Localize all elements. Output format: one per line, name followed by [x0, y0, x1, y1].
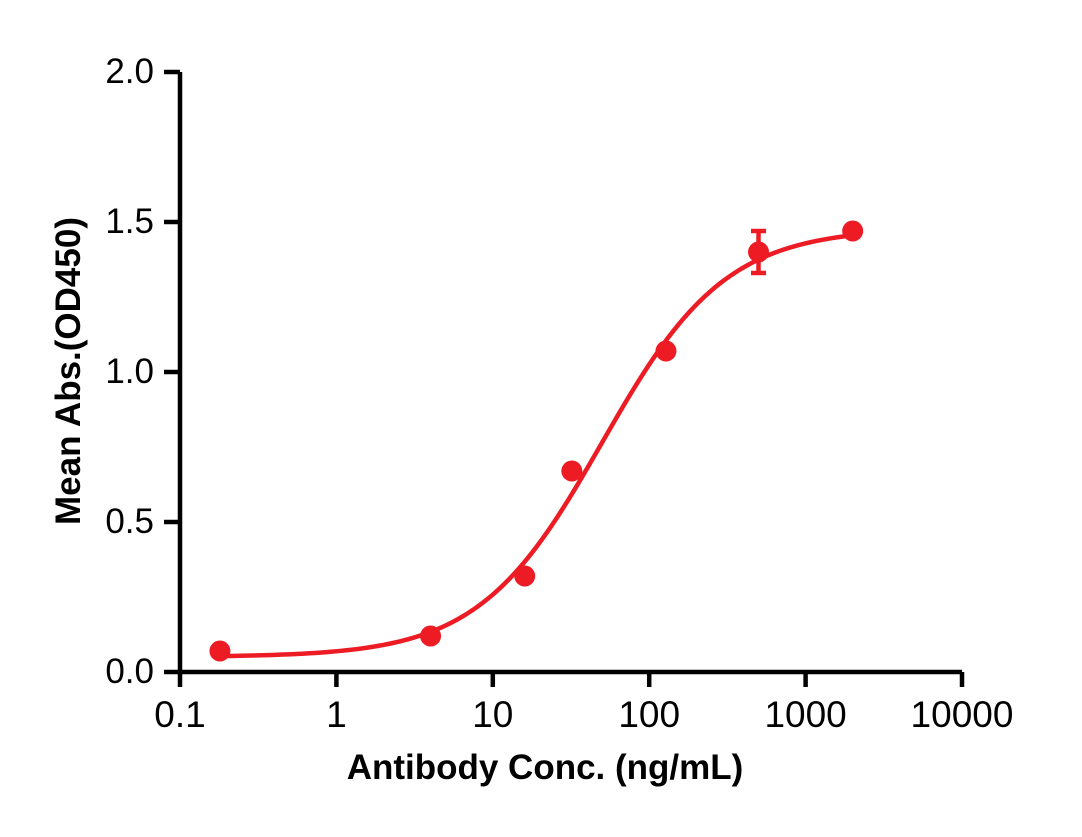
x-axis-title: Antibody Conc. (ng/mL) [347, 748, 744, 787]
fit-curve [217, 233, 855, 659]
plot-area: 0.0 0.5 1.0 1.5 2.0 0.1 1 10 100 1000 10000 [105, 52, 1013, 735]
x-tick-label: 10 [472, 694, 513, 735]
x-tick-label: 10000 [911, 694, 1014, 735]
data-point [655, 340, 677, 362]
x-tick-label: 0.1 [154, 694, 205, 735]
y-tick-label: 1.5 [105, 202, 154, 241]
y-tick-label: 0.0 [105, 652, 154, 691]
data-point [420, 625, 442, 647]
y-axis-title: Mean Abs.(OD450) [49, 217, 88, 525]
x-tick-label: 1 [326, 694, 347, 735]
x-tick-label: 1000 [764, 694, 846, 735]
data-point [842, 220, 864, 242]
data-point [748, 241, 770, 263]
data-point [561, 460, 583, 482]
data-point [209, 640, 231, 662]
axis-spines [177, 72, 962, 675]
y-tick-label: 1.0 [105, 352, 154, 391]
x-tick-label: 100 [618, 694, 680, 735]
y-tick-label: 0.5 [105, 502, 154, 541]
y-tick-label: 2.0 [105, 52, 154, 91]
data-point [514, 565, 536, 587]
